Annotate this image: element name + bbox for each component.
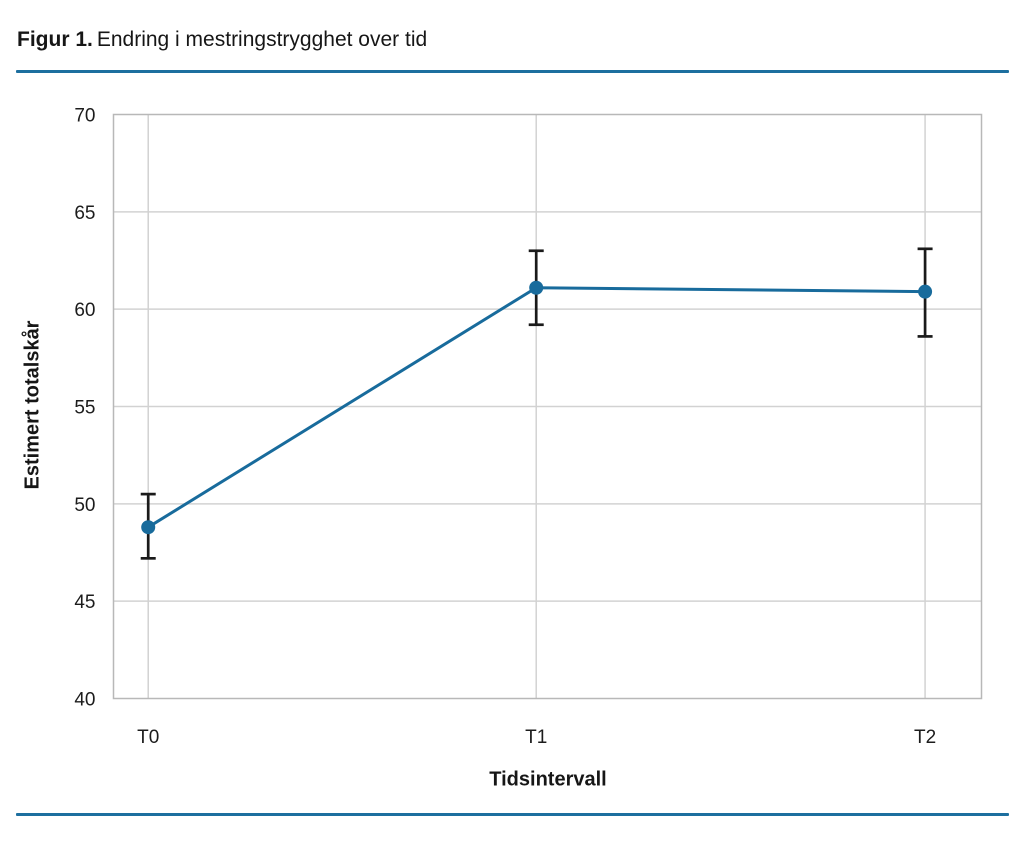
- y-tick-label: 50: [74, 495, 95, 516]
- x-tick-label: T2: [914, 727, 936, 748]
- x-axis-title: Tidsintervall: [489, 768, 607, 791]
- figure-title: Figur 1. Endring i mestringstrygghet over…: [17, 27, 427, 53]
- data-point-marker: [529, 280, 544, 295]
- y-tick-label: 55: [74, 398, 95, 419]
- data-point-marker: [918, 284, 933, 299]
- y-tick-label: 70: [74, 106, 95, 127]
- top-divider-rule: [16, 70, 1009, 73]
- y-tick-label: 45: [74, 592, 95, 613]
- y-axis-title: Estimert totalskår: [21, 320, 44, 490]
- x-tick-label: T1: [525, 727, 547, 748]
- plot-border: [112, 113, 983, 700]
- y-tick-label: 40: [74, 690, 95, 711]
- data-point-marker: [141, 520, 156, 535]
- figure-number-label: Figur 1.: [17, 28, 93, 51]
- y-tick-label: 65: [74, 203, 95, 224]
- x-tick-label: T0: [137, 727, 159, 748]
- y-tick-label: 60: [74, 300, 95, 321]
- figure-caption: Endring i mestringstrygghet over tid: [96, 28, 428, 51]
- bottom-divider-rule: [16, 813, 1009, 816]
